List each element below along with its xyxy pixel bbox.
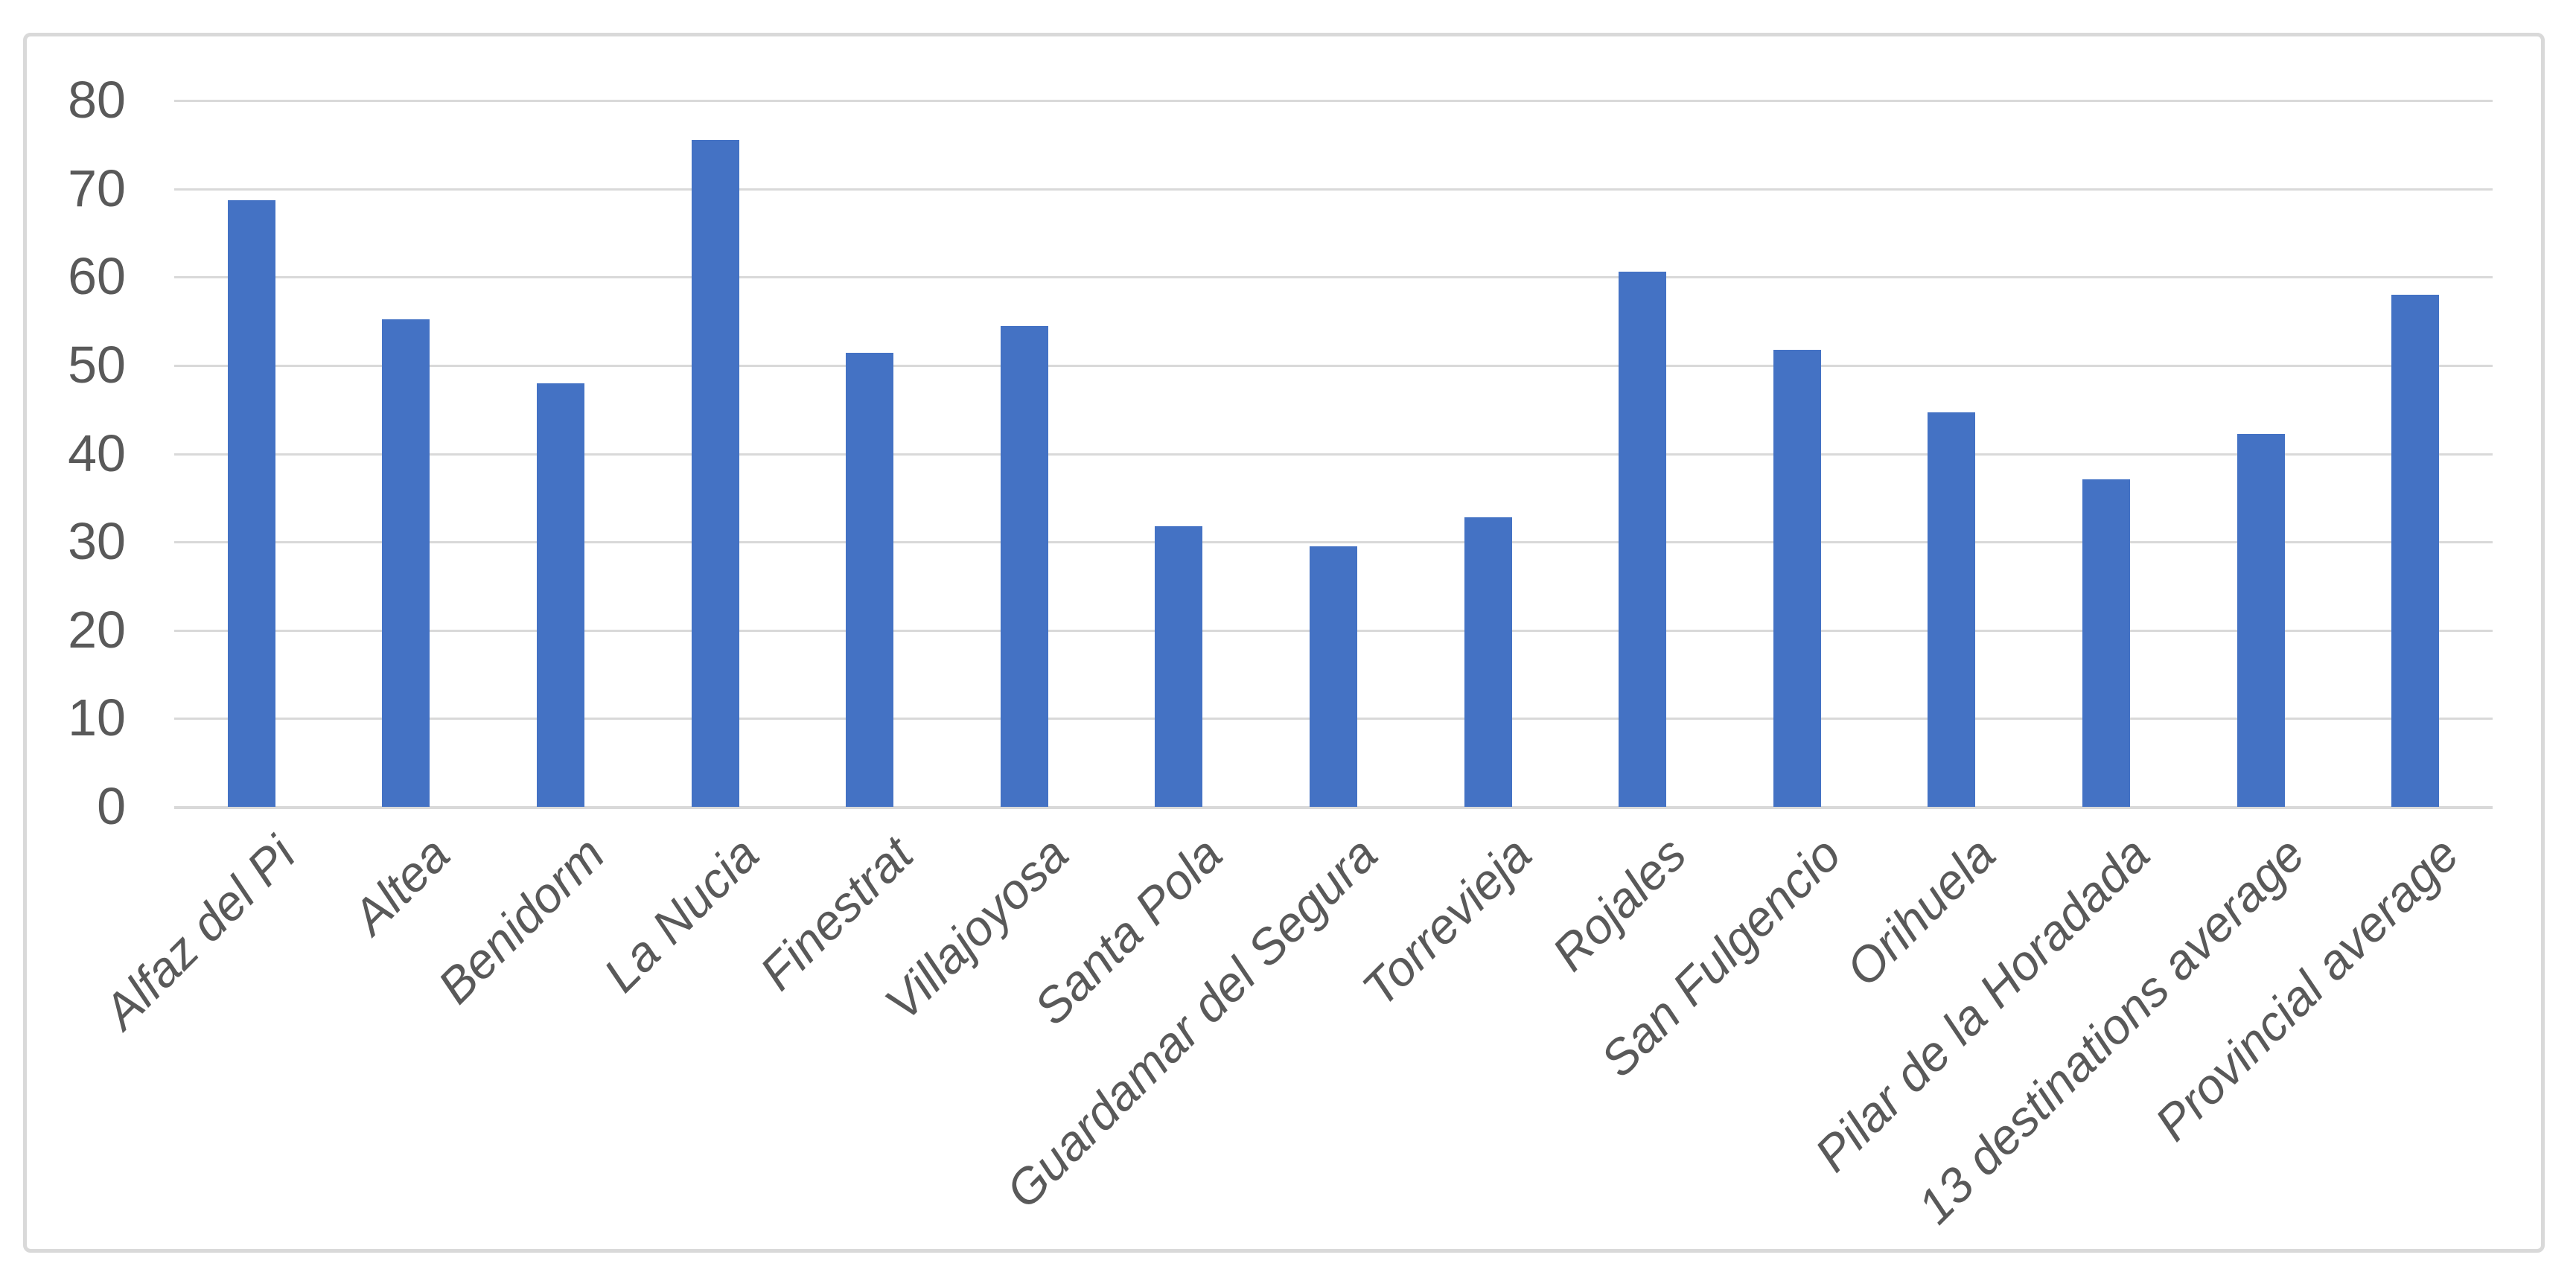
gridline-30 [174, 541, 2493, 544]
gridline-80 [174, 100, 2493, 102]
bar-pilar-de-la-horadada [2082, 479, 2130, 807]
y-tick-label-60: 60 [68, 247, 126, 306]
x-tick-label-la-nucia: La Nucia [593, 826, 769, 1003]
x-tick-label-rojales: Rojales [1541, 826, 1697, 981]
x-tick-label-provincial-average: Provincial average [2144, 826, 2470, 1151]
y-tick-label-50: 50 [68, 335, 126, 394]
bar-provincial-average [2391, 294, 2440, 807]
x-tick-label-benidorm: Benidorm [427, 826, 615, 1015]
x-tick-label-torrevieja: Torrevieja [1351, 826, 1542, 1017]
gridline-50 [174, 364, 2493, 367]
bar-guardamar-del-segura [1310, 546, 1357, 807]
y-tick-label-70: 70 [68, 159, 126, 217]
y-tick-label-10: 10 [68, 688, 126, 747]
bar-torrevieja [1464, 517, 1512, 807]
bar-benidorm [537, 383, 584, 807]
bar-alfaz-del-pi [227, 200, 275, 807]
bar-rojales [1619, 272, 1667, 807]
gridline-60 [174, 276, 2493, 279]
bar-altea [382, 319, 430, 807]
y-tick-label-40: 40 [68, 424, 126, 482]
bar-villajoyosa [1000, 325, 1048, 807]
y-tick-label-30: 30 [68, 512, 126, 571]
gridline-70 [174, 188, 2493, 191]
y-tick-label-0: 0 [97, 777, 126, 835]
y-tick-label-80: 80 [68, 71, 126, 129]
bar-orihuela [1928, 412, 1976, 807]
gridline-40 [174, 453, 2493, 456]
x-axis-line [174, 806, 2493, 809]
bar-la-nucia [691, 140, 739, 807]
bar-santa-pola [1155, 525, 1203, 807]
bar-13-destinations-average [2237, 434, 2285, 807]
bar-finestrat [846, 353, 894, 807]
x-tick-label-altea: Altea [342, 826, 460, 945]
plot-area [174, 100, 2493, 809]
y-tick-label-20: 20 [68, 600, 126, 659]
chart-frame: 0 10 20 30 40 50 60 70 80 Alfaz del Pi Altea Benid… [23, 33, 2545, 1253]
bar-san-fulgencio [1773, 349, 1821, 807]
x-tick-label-alfaz-del-pi: Alfaz del Pi [92, 826, 306, 1039]
